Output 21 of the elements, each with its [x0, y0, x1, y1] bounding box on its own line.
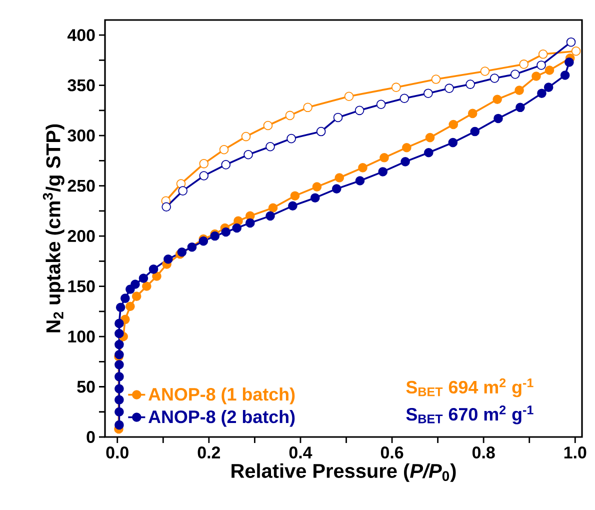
y-tick-label: 250	[68, 180, 95, 192]
y-tick-label: 400	[67, 29, 95, 42]
x-tick-label: 1.0	[564, 446, 586, 459]
x-tick-label: 0.6	[380, 446, 404, 459]
y-tick-label: 300	[68, 130, 95, 142]
x-axis-title: Relative Pressure (P/P$_{0}$)	[232, 463, 456, 482]
y-tick-label: 50	[77, 380, 95, 393]
legend-label: ANOP-8 (1 batch)	[148, 388, 295, 404]
annotation: S$_{BET}$ 670 m$^{2}$ g$^{-1}$	[406, 405, 534, 424]
y-tick-label: 150	[68, 280, 95, 292]
legend-label: ANOP-8 (2 batch)	[148, 410, 295, 427]
x-tick-label: 0.4	[289, 446, 312, 459]
annotation: S$_{BET}$ 694 m$^{2}$ g$^{-1}$	[406, 378, 534, 398]
y-tick-label: 100	[68, 330, 95, 343]
y-axis-title: N$_{2}$ uptake (cm$^{3}$/g STP)	[42, 124, 64, 332]
x-tick-label: 0.0	[106, 446, 128, 459]
y-tick-label: 350	[68, 79, 95, 92]
x-tick-label: 0.2	[198, 446, 220, 459]
y-tick-label: 0	[86, 431, 95, 443]
x-tick-label: 0.8	[472, 446, 495, 459]
y-tick-label: 200	[68, 230, 95, 242]
